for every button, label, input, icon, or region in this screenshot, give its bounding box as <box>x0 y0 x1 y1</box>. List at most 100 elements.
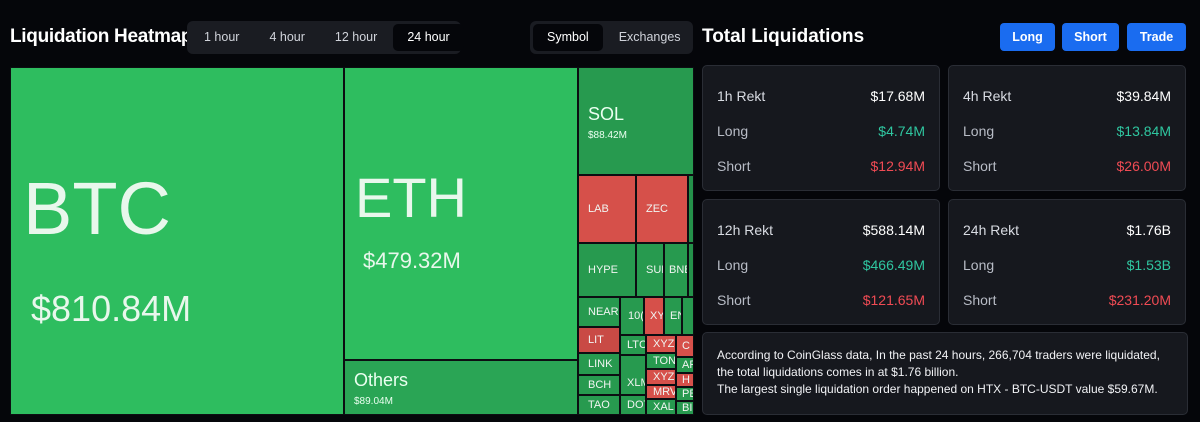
tile-bi-symbol: BI <box>682 402 693 414</box>
tile-c[interactable]: C <box>676 335 694 357</box>
tile-hype[interactable]: HYPE <box>578 243 636 297</box>
card-24h-total: $1.76B <box>1126 222 1171 238</box>
card-12h-long-value: $466.49M <box>862 257 925 273</box>
tile-en-symbol: EN <box>670 310 681 322</box>
tile-misc-2[interactable] <box>688 243 694 297</box>
total-liquidations-title: Total Liquidations <box>702 26 865 47</box>
timeframe-1h-tab[interactable]: 1 hour <box>204 30 240 44</box>
tile-others[interactable]: Others $89.04M <box>344 360 578 415</box>
card-12h-total: $588.14M <box>862 222 925 238</box>
tile-bi[interactable]: BI <box>676 401 694 415</box>
liquidation-summary-box: According to CoinGlass data, In the past… <box>702 332 1188 415</box>
card-12h-long-label: Long <box>717 257 749 273</box>
card-1h-label: 1h Rekt <box>717 88 766 104</box>
tile-xal[interactable]: XAL <box>646 399 676 415</box>
tile-ltc[interactable]: LTC <box>620 335 646 355</box>
tile-h-symbol: H <box>682 374 690 386</box>
tile-10[interactable]: 10( <box>620 297 644 335</box>
tile-btc-symbol: BTC <box>23 167 171 250</box>
card-4h-label: 4h Rekt <box>963 88 1012 104</box>
tile-mrv[interactable]: MRV <box>646 385 676 399</box>
tile-eth[interactable]: ETH $479.32M <box>344 67 578 360</box>
tile-tao[interactable]: TAO <box>578 395 620 415</box>
tile-near-symbol: NEAR <box>588 306 619 318</box>
tile-c-symbol: C <box>682 340 690 352</box>
tile-xlm[interactable]: XLM <box>620 355 646 395</box>
tile-zec[interactable]: ZEC <box>636 175 688 243</box>
tile-pe-symbol: PE <box>682 388 693 400</box>
tile-ap[interactable]: AP <box>676 357 694 373</box>
tile-btc-value: $810.84M <box>31 288 192 329</box>
tile-en[interactable]: EN <box>664 297 682 335</box>
tile-dot-symbol: DOT <box>627 399 645 411</box>
tile-xyz-1[interactable]: XYZ <box>646 335 676 353</box>
tile-others-value: $89.04M <box>354 396 393 407</box>
tile-link-symbol: LINK <box>588 358 613 370</box>
card-24h-label: 24h Rekt <box>963 222 1020 238</box>
tile-bch-symbol: BCH <box>588 379 612 391</box>
long-button[interactable]: Long <box>1000 23 1055 51</box>
trade-button[interactable]: Trade <box>1127 23 1186 51</box>
tile-zec-symbol: ZEC <box>646 203 668 215</box>
tile-lit[interactable]: LIT <box>578 327 620 353</box>
tile-ton[interactable]: TON <box>646 353 676 369</box>
card-4h-long-label: Long <box>963 123 995 139</box>
card-4h-short-label: Short <box>963 158 997 174</box>
card-24h-long-value: $1.53B <box>1126 257 1171 273</box>
mode-selector: Symbol Exchanges <box>530 21 693 54</box>
card-4h-total: $39.84M <box>1116 88 1171 104</box>
mode-exchanges-tab[interactable]: Exchanges <box>618 30 681 44</box>
tile-misc-1[interactable] <box>688 175 694 243</box>
card-24h-long-label: Long <box>963 257 995 273</box>
card-1h-long-value: $4.74M <box>878 123 925 139</box>
summary-text-line-2: The largest single liquidation order hap… <box>717 382 1158 396</box>
timeframe-12h-tab[interactable]: 12 hour <box>334 30 378 44</box>
card-12h-short-value: $121.65M <box>862 292 925 308</box>
tile-ltc-symbol: LTC <box>627 339 646 351</box>
card-4h-long-value: $13.84M <box>1116 123 1171 139</box>
card-12h-label: 12h Rekt <box>717 222 774 238</box>
heatmap-title: Liquidation Heatmap <box>10 26 193 47</box>
tile-xy[interactable]: XY <box>644 297 664 335</box>
tile-dot[interactable]: DOT <box>620 395 646 415</box>
tile-link[interactable]: LINK <box>578 353 620 375</box>
tile-sui[interactable]: SUI <box>636 243 664 297</box>
tile-ap-symbol: AP <box>682 359 693 371</box>
tile-xyz-1-symbol: XYZ <box>653 338 675 350</box>
timeframe-4h-tab[interactable]: 4 hour <box>269 30 305 44</box>
summary-text-line-1: According to CoinGlass data, In the past… <box>717 348 1160 379</box>
tile-btc[interactable]: BTC $810.84M <box>10 67 344 415</box>
short-button[interactable]: Short <box>1062 23 1119 51</box>
card-1h-short-value: $12.94M <box>870 158 925 174</box>
tile-others-symbol: Others <box>354 370 409 390</box>
card-12h-short-label: Short <box>717 292 751 308</box>
tile-lab[interactable]: LAB <box>578 175 636 243</box>
timeframe-selector: 1 hour 4 hour 12 hour 24 hour <box>187 21 464 54</box>
rekt-card-1h: 1h Rekt $17.68M Long $4.74M Short $12.94M <box>702 65 940 191</box>
tile-bch[interactable]: BCH <box>578 375 620 395</box>
card-1h-short-label: Short <box>717 158 751 174</box>
tile-sui-symbol: SUI <box>646 264 664 276</box>
tile-bnb-symbol: BNB <box>669 264 687 276</box>
tile-h[interactable]: H <box>676 373 694 387</box>
timeframe-24h-tab[interactable]: 24 hour <box>393 24 464 51</box>
tile-near[interactable]: NEAR <box>578 297 620 327</box>
rekt-card-12h: 12h Rekt $588.14M Long $466.49M Short $121.… <box>702 199 940 325</box>
tile-lit-symbol: LIT <box>588 334 604 346</box>
tile-xyz-2[interactable]: XYZ <box>646 369 676 385</box>
card-1h-total: $17.68M <box>870 88 925 104</box>
tile-ton-symbol: TON <box>653 355 676 367</box>
tile-eth-value: $479.32M <box>363 248 461 273</box>
tile-lab-symbol: LAB <box>588 203 609 215</box>
tile-eth-symbol: ETH <box>355 166 467 229</box>
card-4h-short-value: $26.00M <box>1116 158 1171 174</box>
tile-sol-symbol: SOL <box>588 104 625 124</box>
tile-misc-3[interactable] <box>682 297 694 335</box>
tile-sol[interactable]: SOL $88.42M <box>578 67 694 175</box>
tile-pe[interactable]: PE <box>676 387 694 401</box>
tile-bnb[interactable]: BNB <box>664 243 688 297</box>
tile-xyz-2-symbol: XYZ <box>653 371 675 383</box>
mode-symbol-tab[interactable]: Symbol <box>533 24 603 51</box>
liquidation-treemap: BTC $810.84M ETH $479.32M Others $89.04M… <box>10 67 694 415</box>
rekt-card-24h: 24h Rekt $1.76B Long $1.53B Short $231.20M <box>948 199 1186 325</box>
